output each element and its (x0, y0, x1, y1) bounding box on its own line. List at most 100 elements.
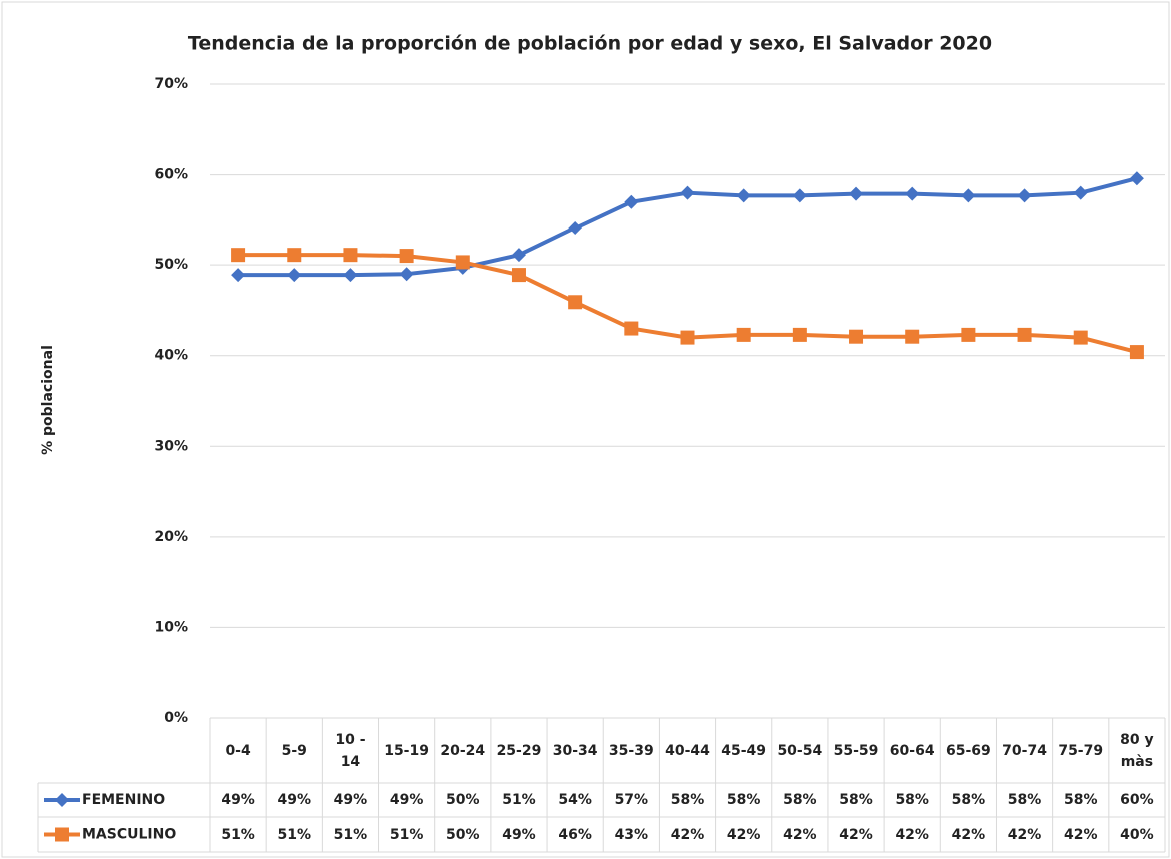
data-label: 51% (333, 826, 368, 843)
data-label: 50% (446, 826, 480, 843)
x-tick-label: 10 - 14 (335, 731, 366, 770)
chart-title: Tendencia de la proporción de población … (188, 33, 992, 55)
marker (849, 329, 864, 344)
x-tick-label: 40-44 (665, 742, 710, 759)
data-label: 42% (726, 826, 761, 843)
data-label: 58% (951, 792, 986, 808)
y-tick-label: 40% (154, 348, 188, 364)
x-tick-label: 30-34 (552, 742, 598, 759)
data-label: 49% (277, 792, 312, 808)
marker (792, 188, 807, 203)
data-label: 49% (389, 792, 424, 808)
marker (1073, 185, 1088, 200)
marker (961, 188, 976, 203)
data-label: 57% (614, 792, 649, 808)
x-tick-label: 70-74 (1002, 742, 1047, 759)
x-tick-label: 55-59 (833, 742, 879, 759)
data-label: 51% (502, 792, 536, 808)
data-label: 42% (783, 826, 817, 843)
marker (1073, 330, 1088, 345)
data-label: 42% (670, 826, 705, 843)
data-label: 58% (783, 792, 817, 808)
data-label: 49% (333, 792, 368, 808)
data-label: 42% (1007, 826, 1042, 843)
marker (736, 327, 751, 342)
data-label: 58% (670, 792, 705, 808)
y-tick-label: 0% (164, 710, 188, 726)
y-tick-label: 20% (154, 529, 188, 545)
marker (568, 221, 583, 236)
y-tick-label: 30% (154, 438, 188, 454)
marker (624, 194, 639, 209)
data-label: 58% (1007, 792, 1042, 808)
data-label: 60% (1120, 792, 1154, 808)
data-label: 49% (502, 826, 536, 843)
x-tick-label: 0-4 (225, 742, 251, 759)
legend-marker (55, 793, 69, 807)
data-label: 54% (558, 792, 592, 808)
x-tick-label: 5-9 (281, 742, 307, 759)
marker (905, 329, 920, 344)
data-label: 46% (558, 826, 592, 843)
x-tick-label: 20-24 (440, 742, 486, 759)
data-label: 50% (446, 792, 480, 808)
x-tick-label: 60-64 (889, 742, 935, 759)
y-tick-label: 10% (154, 619, 188, 635)
marker (511, 268, 526, 283)
data-label: 42% (839, 826, 873, 843)
marker (455, 255, 470, 270)
x-tick-label: 50-54 (777, 742, 823, 759)
marker (624, 321, 639, 336)
marker (792, 327, 807, 342)
marker (1017, 188, 1032, 203)
x-tick-label: 15-19 (384, 742, 429, 759)
x-tick-label: 65-69 (945, 742, 991, 759)
y-axis-label: % poblacional (40, 345, 56, 455)
marker (1129, 345, 1144, 360)
marker (849, 186, 864, 201)
y-tick-label: 60% (154, 167, 188, 183)
data-label: 58% (839, 792, 873, 808)
x-tick-label: 80 y màs (1120, 731, 1154, 770)
marker (343, 268, 358, 283)
data-label: 40% (1120, 826, 1154, 843)
marker (680, 330, 695, 345)
marker (231, 248, 246, 263)
y-tick-label: 70% (154, 76, 188, 92)
marker (680, 185, 695, 200)
marker (736, 188, 751, 203)
marker (343, 248, 358, 263)
data-label: 42% (895, 826, 929, 843)
legend-marker (55, 827, 69, 842)
marker (511, 248, 526, 263)
marker (568, 295, 583, 310)
marker (231, 268, 246, 283)
data-label: 49% (221, 792, 255, 808)
marker (399, 267, 414, 282)
data-label: 58% (1063, 792, 1098, 808)
data-label: 51% (277, 826, 312, 843)
data-label: 58% (726, 792, 761, 808)
marker (287, 268, 302, 283)
x-tick-label: 25-29 (496, 742, 542, 759)
data-label: 58% (895, 792, 929, 808)
data-label: 51% (389, 826, 424, 843)
data-label: 51% (221, 826, 255, 843)
legend-label: MASCULINO (82, 827, 176, 843)
x-tick-label: 75-79 (1058, 742, 1104, 759)
data-label: 42% (1063, 826, 1098, 843)
y-tick-label: 50% (154, 257, 188, 273)
data-label: 42% (951, 826, 986, 843)
marker (399, 249, 414, 264)
x-tick-label: 45-49 (721, 742, 767, 759)
marker (287, 248, 302, 263)
marker (905, 186, 920, 201)
data-label: 43% (614, 826, 649, 843)
marker (961, 327, 976, 342)
marker (1129, 171, 1144, 186)
x-tick-label: 35-39 (608, 742, 654, 759)
legend-label: FEMENINO (82, 792, 165, 808)
